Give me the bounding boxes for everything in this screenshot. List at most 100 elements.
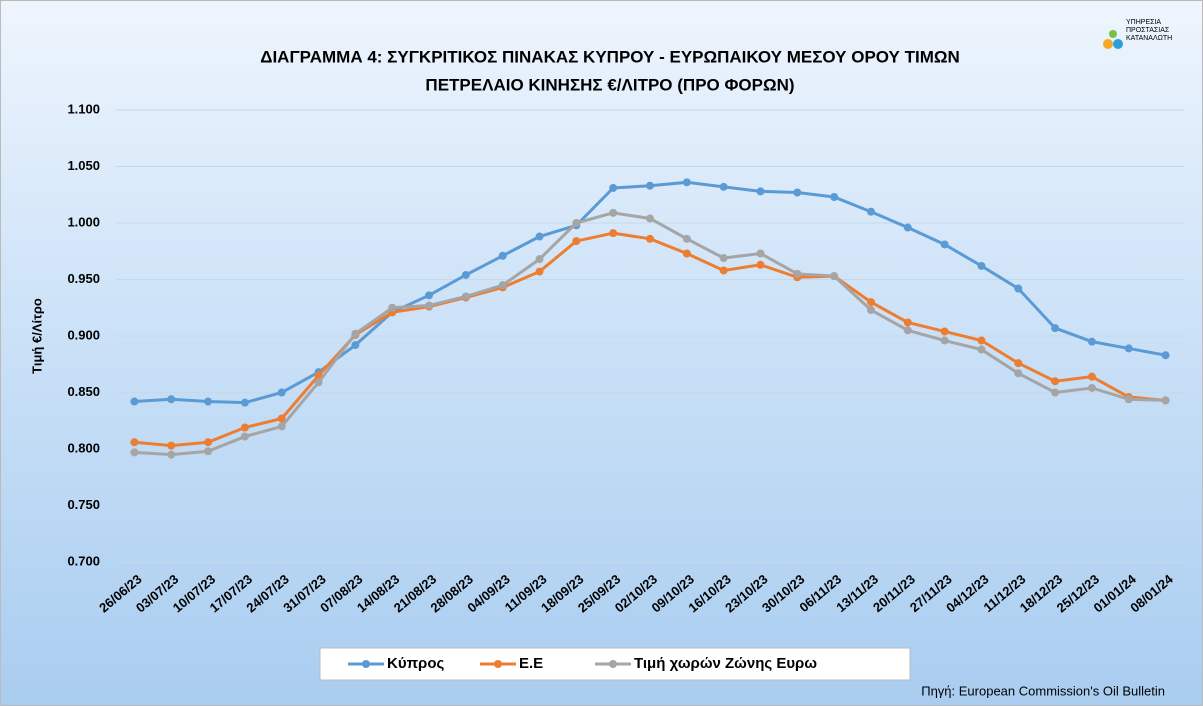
data-point [940,240,949,249]
data-point [1124,395,1133,404]
data-point [535,267,544,276]
data-point [903,223,912,232]
data-point [866,207,875,216]
data-point [277,388,286,397]
data-point [240,432,249,441]
data-point [204,438,213,447]
logo-icon [1113,39,1123,49]
logo: ΥΠΗΡΕΣΙΑ ΠΡΟΣΤΑΣΙΑΣ ΚΑΤΑΝΑΛΩΤΗ [1103,19,1172,49]
y-tick-label: 0.700 [67,553,100,568]
data-point [866,298,875,307]
data-point [461,270,470,279]
data-point [240,398,249,407]
data-point [866,306,875,315]
legend-marker [609,660,617,668]
data-point [756,249,765,258]
source: Πηγή: European Commission's Oil Bulletin [921,683,1165,698]
data-point [167,395,176,404]
data-point [793,269,802,278]
data-point [1161,351,1170,360]
y-tick-label: 0.850 [67,384,100,399]
data-point [498,281,507,290]
data-point [830,193,839,202]
data-point [572,237,581,246]
data-point [1124,344,1133,353]
y-tick-label: 1.050 [67,158,100,173]
data-point [1087,372,1096,381]
data-point [1051,377,1060,386]
data-point [204,397,213,406]
data-point [682,178,691,187]
legend-marker [494,660,502,668]
data-point [204,447,213,456]
data-point [498,251,507,260]
data-point [167,450,176,459]
data-point [609,183,618,192]
data-point [1014,284,1023,293]
data-point [719,266,728,275]
y-tick-label: 0.800 [67,440,100,455]
data-point [609,208,618,217]
legend-label: Τιμή χωρών Ζώνης Ευρω [634,655,817,672]
data-point [977,261,986,270]
y-tick-label: 1.100 [67,101,100,116]
data-point [646,234,654,243]
data-point [240,423,249,432]
data-point [977,345,986,354]
data-point [314,378,323,387]
data-point [167,441,176,450]
data-point [830,272,839,281]
y-tick-label: 0.900 [67,327,100,342]
data-point [572,219,581,227]
data-point [940,327,949,336]
chart-title: ΠΕΤΡΕΛΑΙΟ ΚΙΝΗΣΗΣ €/ΛΙΤΡΟ (ΠΡΟ ΦΟΡΩΝ) [425,75,794,94]
data-point [1051,324,1060,333]
data-point [535,232,544,241]
data-point [130,448,139,457]
data-point [609,229,618,238]
data-point [682,249,691,258]
data-point [793,188,802,197]
legend-label: Κύπρος [387,655,444,672]
data-point [535,255,544,264]
data-point [388,303,397,312]
y-tick-label: 1.000 [67,214,100,229]
chart-title: ΔΙΑΓΡΑΜΜΑ 4: ΣΥΓΚΡΙΤΙΚΟΣ ΠΙΝΑΚΑΣ ΚΥΠΡΟΥ … [260,47,960,66]
data-point [277,422,286,431]
logo-text: ΚΑΤΑΝΑΛΩΤΗ [1126,35,1172,42]
data-point [719,254,728,263]
y-tick-label: 0.950 [67,271,100,286]
data-point [277,414,286,423]
data-point [130,438,139,447]
y-tick-label: 0.750 [67,497,100,512]
data-point [1087,383,1096,392]
logo-text: ΥΠΗΡΕΣΙΑ [1126,19,1161,26]
logo-icon [1103,39,1113,49]
data-point [719,182,728,191]
data-point [756,260,765,269]
data-point [1014,359,1023,368]
data-point [425,301,434,310]
data-point [1014,369,1023,378]
data-point [130,397,139,406]
y-axis-label: Τιμή €/Λίτρο [29,298,44,374]
legend-marker [362,660,370,668]
data-point [351,341,360,350]
data-point [425,291,434,300]
data-point [903,318,912,327]
data-point [756,187,765,196]
legend-label: Ε.Ε [519,655,543,672]
data-point [351,329,360,338]
logo-text: ΠΡΟΣΤΑΣΙΑΣ [1126,27,1170,34]
data-point [646,181,654,190]
data-point [461,292,470,301]
data-point [646,214,654,223]
data-point [682,234,691,243]
logo-icon [1109,30,1117,38]
data-point [940,336,949,345]
data-point [1087,337,1096,346]
data-point [903,326,912,335]
data-point [1161,396,1170,405]
data-point [1051,388,1060,397]
